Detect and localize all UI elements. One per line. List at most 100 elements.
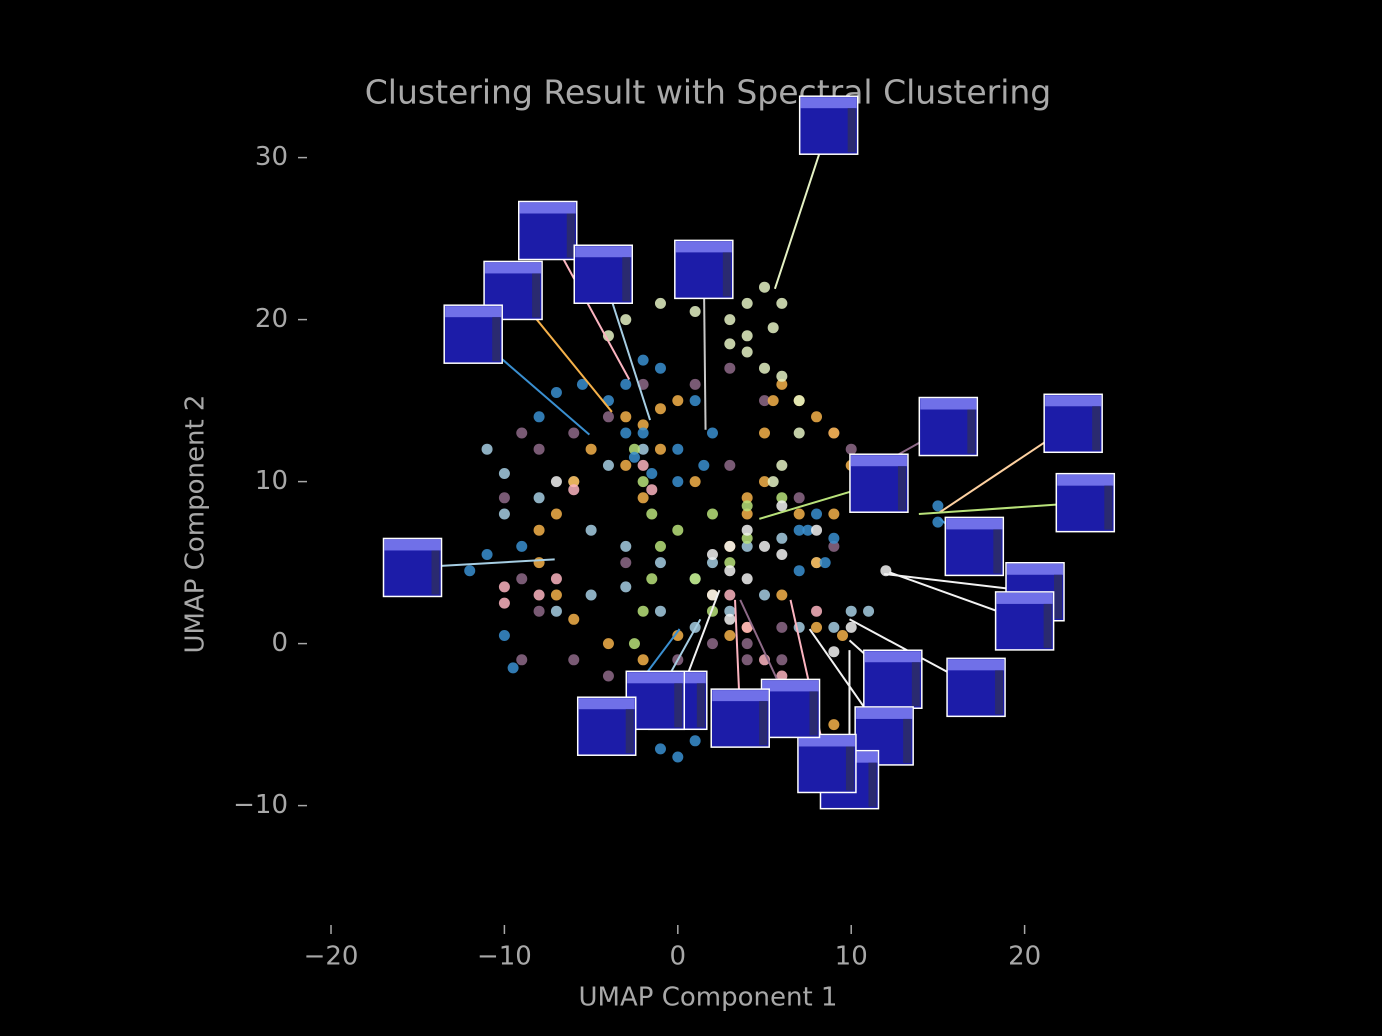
thumbnail-band	[762, 680, 819, 692]
point	[654, 743, 666, 755]
point	[845, 443, 857, 455]
point	[637, 605, 649, 617]
thumbnail-band	[850, 455, 907, 467]
thumbnail-strip	[845, 746, 854, 791]
point	[576, 378, 588, 390]
x-tick-label: 20	[1008, 942, 1041, 972]
point	[811, 621, 823, 633]
point	[819, 557, 831, 569]
point	[706, 638, 718, 650]
point	[828, 508, 840, 520]
point	[741, 346, 753, 358]
point	[689, 306, 701, 317]
point	[533, 492, 545, 504]
point	[628, 451, 640, 463]
thumbnail-strip	[967, 409, 976, 454]
point	[637, 427, 649, 439]
point	[880, 565, 892, 577]
point	[689, 395, 701, 407]
point	[481, 443, 493, 455]
x-tick-label: 10	[835, 942, 868, 972]
point	[585, 443, 597, 455]
thumbnail-band	[864, 651, 921, 663]
point	[776, 654, 788, 666]
point	[602, 638, 614, 650]
point	[620, 378, 632, 390]
point	[637, 654, 649, 666]
point	[759, 362, 771, 374]
thumbnail-band	[920, 398, 977, 410]
point	[602, 670, 614, 682]
point	[654, 443, 666, 455]
point	[793, 427, 805, 439]
point	[741, 621, 753, 633]
thumbnail-strip	[995, 670, 1004, 715]
point	[776, 492, 788, 504]
point	[550, 508, 562, 520]
point	[932, 516, 944, 528]
point	[759, 476, 771, 488]
point	[533, 557, 545, 569]
thumbnail-strip	[903, 718, 912, 763]
thumbnail-band	[946, 518, 1003, 530]
point	[550, 387, 562, 398]
thumbnail-strip	[911, 662, 920, 707]
thumbnail-strip	[868, 762, 877, 807]
thumbnail-band	[712, 690, 769, 702]
thumbnail-strip	[809, 691, 818, 736]
point	[672, 476, 684, 488]
point	[672, 524, 684, 536]
thumbnail-strip	[1054, 574, 1063, 619]
thumbnail-band	[575, 246, 632, 258]
point	[811, 524, 823, 536]
point	[568, 484, 580, 496]
point	[672, 395, 684, 407]
point	[724, 613, 736, 625]
thumbnail-strip	[847, 108, 856, 153]
point	[654, 297, 666, 309]
point	[620, 581, 632, 593]
y-axis-label: UMAP Component 2	[181, 395, 211, 654]
point	[828, 719, 840, 731]
point	[533, 411, 545, 423]
thumbnail-strip	[1104, 485, 1113, 530]
point	[741, 500, 753, 512]
point	[568, 613, 580, 625]
point	[759, 281, 771, 293]
thumbnail-band	[675, 241, 732, 253]
point	[533, 589, 545, 601]
point	[811, 508, 823, 520]
point	[585, 524, 597, 536]
point	[776, 370, 788, 382]
thumbnail-band	[798, 735, 855, 747]
point	[724, 338, 736, 350]
point	[724, 362, 736, 374]
point	[706, 508, 718, 520]
point	[637, 443, 649, 455]
point	[585, 589, 597, 601]
point	[620, 540, 632, 552]
thumbnail-band	[1045, 395, 1102, 407]
point	[776, 532, 788, 544]
point	[828, 646, 840, 658]
point	[793, 524, 805, 536]
point	[654, 540, 666, 552]
thumbnail-strip	[566, 213, 575, 258]
point	[793, 508, 805, 520]
point	[498, 597, 510, 609]
thumbnail-band	[485, 262, 542, 274]
point	[724, 314, 736, 326]
point	[706, 549, 718, 560]
point	[741, 508, 753, 520]
point	[620, 411, 632, 423]
point	[759, 540, 771, 552]
thumbnail-strip	[1092, 406, 1101, 451]
point	[741, 297, 753, 309]
point	[533, 524, 545, 536]
y-tick-label: 10	[255, 466, 288, 496]
point	[646, 468, 658, 479]
point	[802, 524, 814, 536]
